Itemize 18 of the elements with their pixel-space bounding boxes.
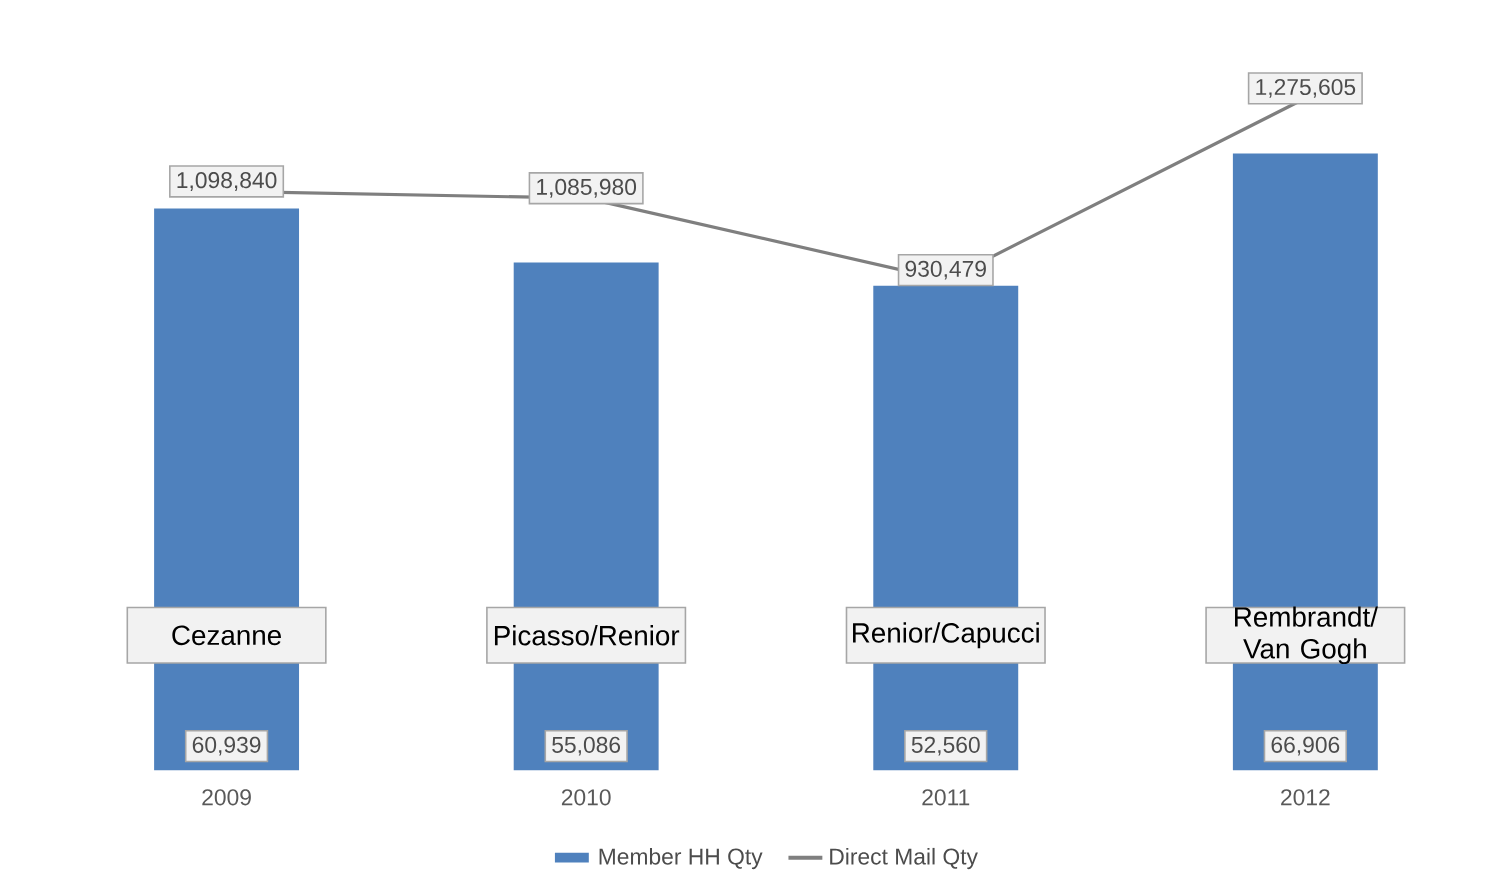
data-label: 1,275,605 [1256,78,1356,98]
legend-label: Member HH Qty [599,847,763,869]
annotation: Renior/Capucci [853,622,1039,649]
data-label: 66,906 [1271,736,1340,756]
data-label: 52,560 [911,736,980,756]
x-tick-label: 2009 [202,789,251,806]
data-label: 1,085,980 [537,178,637,198]
data-label: 55,086 [552,736,621,756]
data-label: 60,939 [192,736,261,756]
legend-label: Direct Mail Qty [830,847,978,869]
x-tick-label: 2011 [922,789,970,806]
data-label: 1,098,840 [177,171,277,191]
x-tick-label: 2010 [561,789,611,806]
data-label: 930,479 [905,260,986,280]
annotation: Rembrandt/ Van Gogh [1235,606,1378,664]
annotation: Picasso/Renior [494,624,680,646]
annotation: Cezanne [172,625,281,645]
x-tick-label: 2012 [1281,789,1330,806]
